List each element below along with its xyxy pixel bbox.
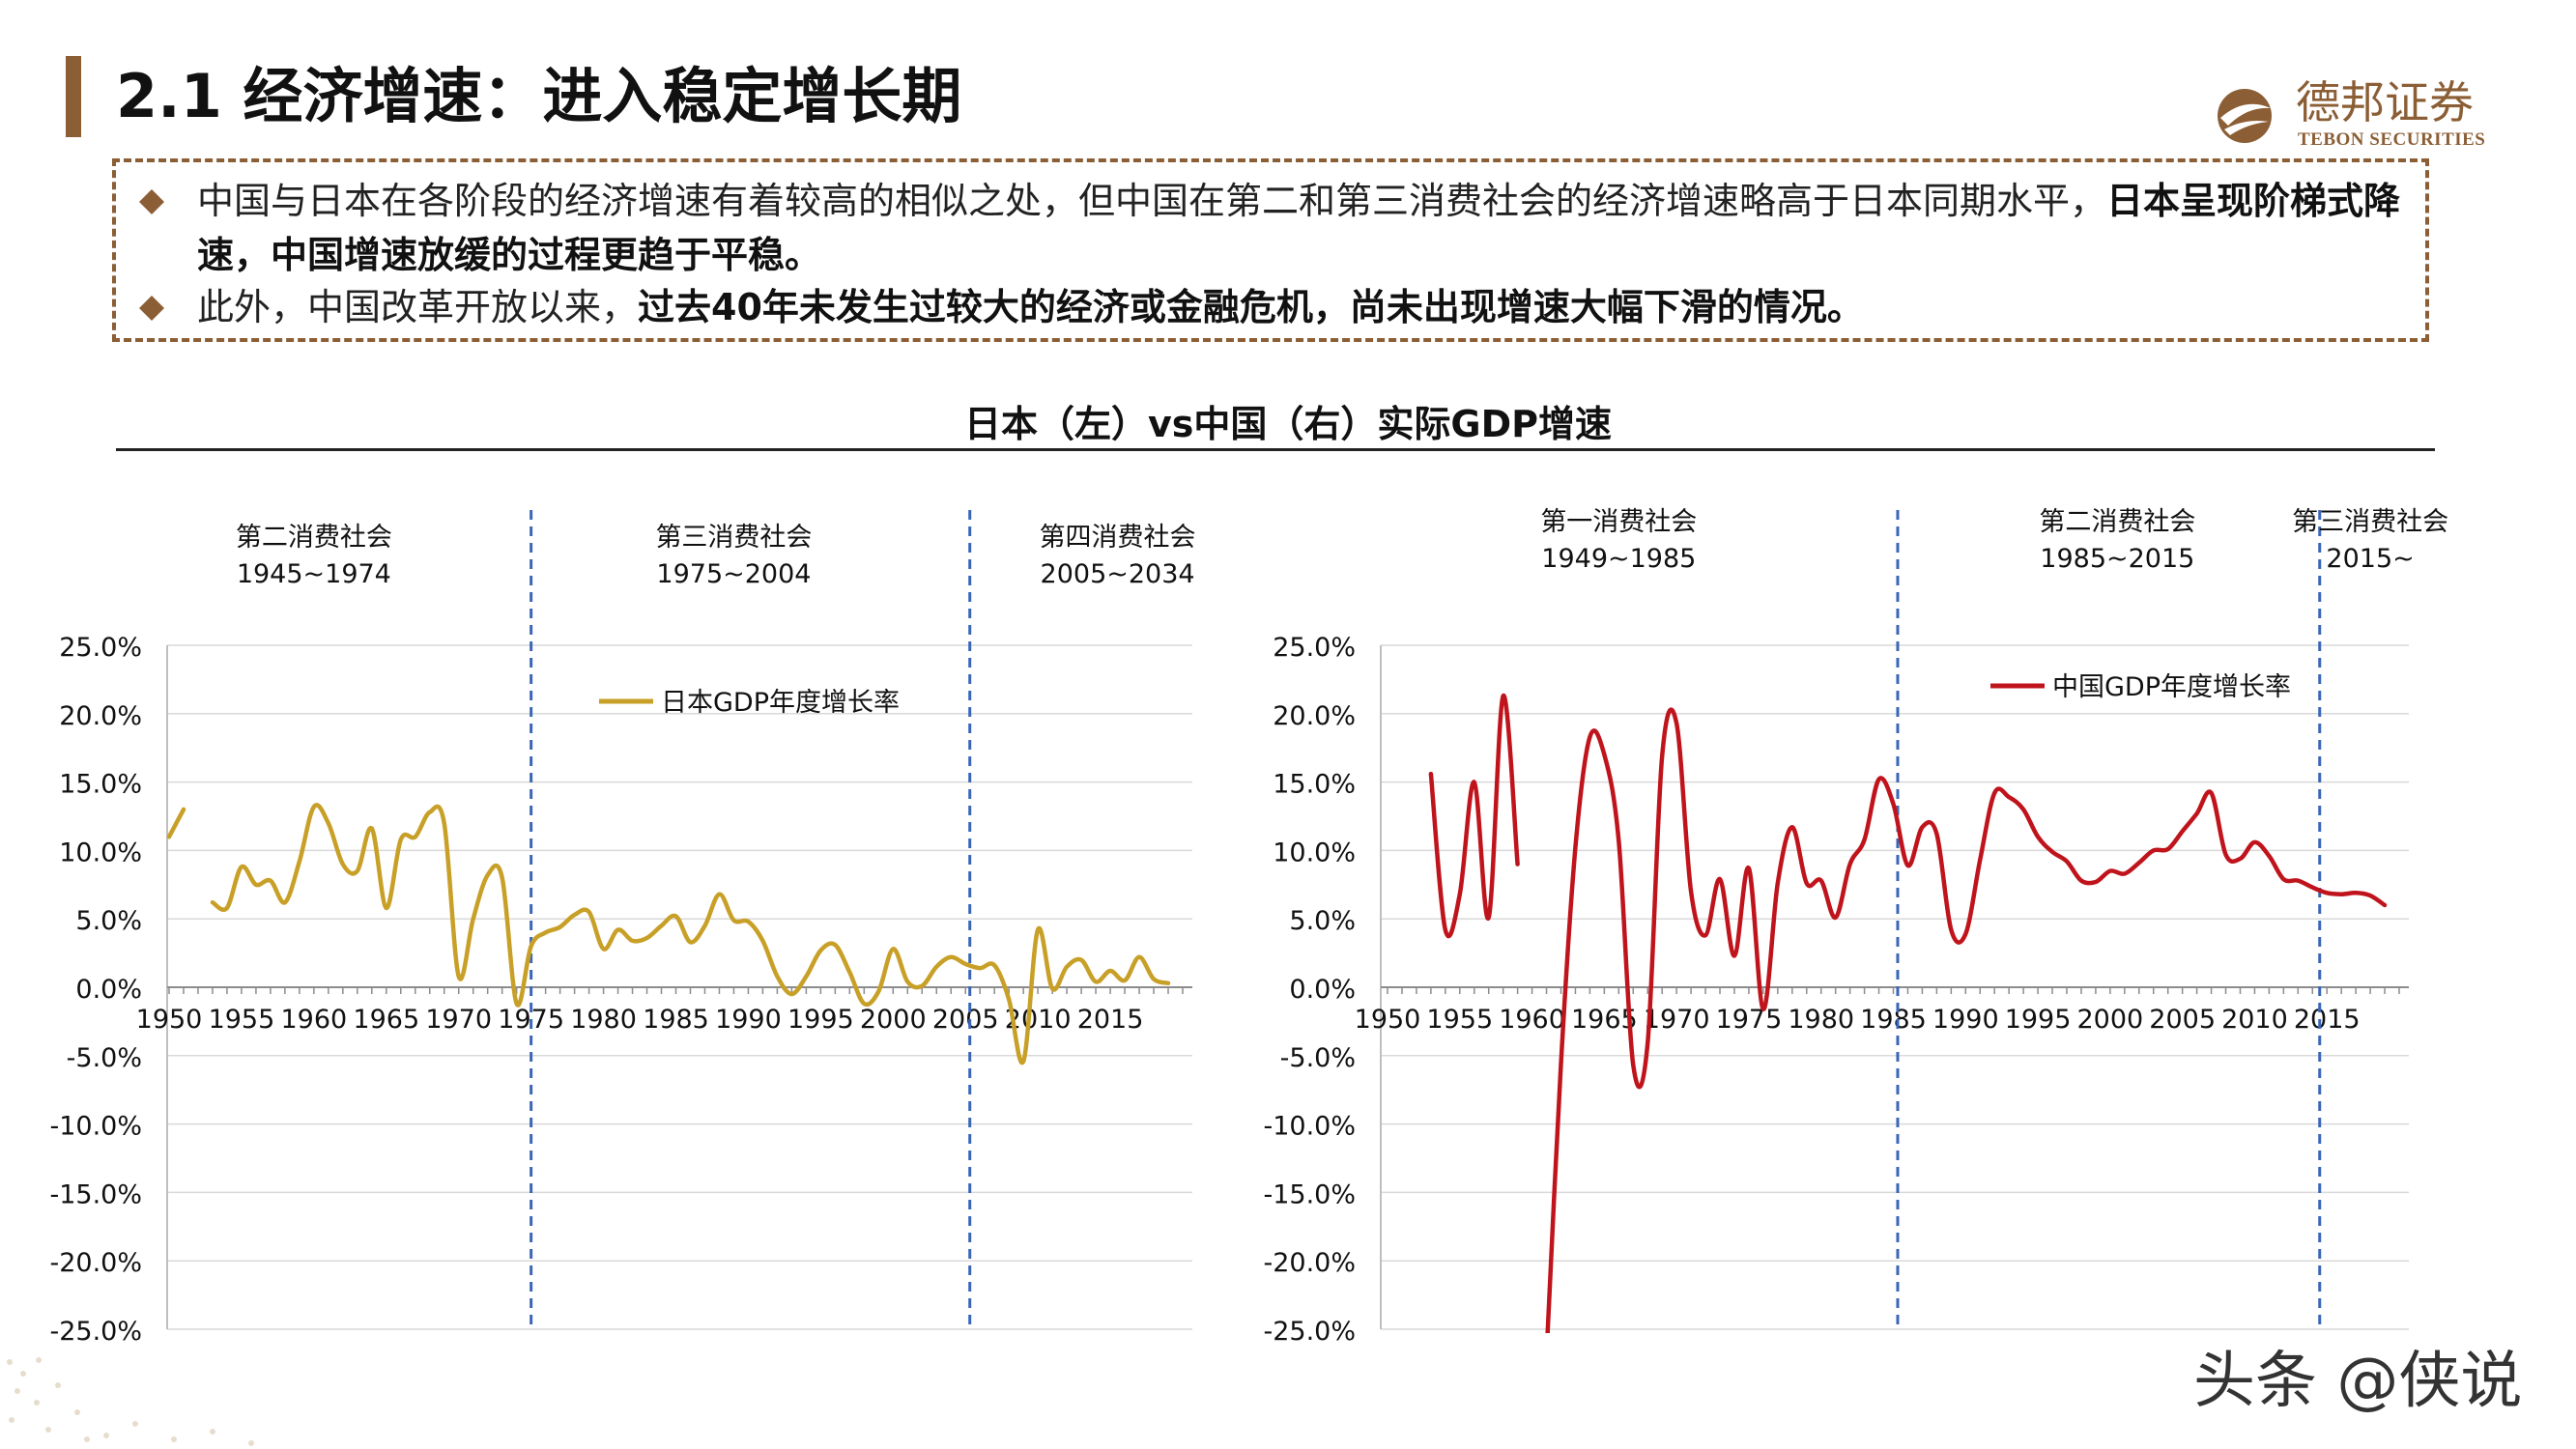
japan-series [167,803,1171,1065]
china-series-line [1545,707,2388,1333]
china-xtick-label: 1960 [1499,1005,1565,1035]
china-phase-years: 2015~ [2326,544,2414,574]
figure-title: 日本（左）vs中国（右）实际GDP增速 [964,403,1612,445]
japan-ytick-label: -25.0% [49,1317,142,1347]
china-gdp-chart: 25.0% 20.0% 15.0% 10.0% 5.0% 0.0% -5.0% -10.0% -… [1263,507,2448,1347]
japan-xtick-label: 2015 [1077,1005,1144,1035]
japan-xtick-label: 2005 [932,1005,999,1035]
china-xtick-label: 1985 [1860,1005,1927,1035]
key-point-1-emphasis: 日本呈现阶梯式降速，中国增速放缓的过程更趋于平稳。 [197,180,2401,276]
japan-ytick-label: 20.0% [59,701,142,731]
japan-ytick-label: -20.0% [49,1248,142,1278]
china-series [1428,694,2388,1333]
china-ytick-label: -5.0% [1280,1043,1356,1073]
figure-title-rule [116,448,2435,451]
china-series-line [1428,694,1520,939]
japan-xtick-label: 1980 [570,1005,637,1035]
japan-phase-name: 第三消费社会 [655,523,812,553]
japan-ytick-label: 15.0% [59,770,142,800]
china-ytick-label: 15.0% [1273,770,1356,800]
page-title: 2.1 经济增速：进入稳定增长期 [116,61,962,131]
china-ytick-label: -25.0% [1263,1317,1356,1347]
watermark-text: 头条 @侠说 [2193,1346,2523,1417]
china-xtick-label: 1990 [1932,1005,1999,1035]
logo-english-name: TEBON SECURITIES [2298,129,2486,150]
japan-xtick-label: 1970 [425,1005,492,1035]
japan-series-line [210,803,1171,1065]
japan-xtick-label: 1985 [643,1005,709,1035]
decorative-map-pattern [7,1357,254,1446]
china-ytick-label: 10.0% [1273,838,1356,867]
japan-phase-name: 第二消费社会 [236,523,392,553]
key-points-box: 中国与日本在各阶段的经济增速有着较高的相似之处，但中国在第二和第三消费社会的经济… [112,158,2429,342]
japan-xtick-label: 1955 [209,1005,275,1035]
diamond-bullet-icon [139,189,164,214]
china-phase-name: 第二消费社会 [2039,507,2195,537]
china-xtick-label: 1955 [1426,1005,1493,1035]
japan-xtick-label: 1990 [715,1005,782,1035]
china-phase-years: 1985~2015 [2040,544,2194,574]
china-xtick-label: 1980 [1788,1005,1854,1035]
japan-ytick-label: 25.0% [59,633,142,663]
china-phase-years: 1949~1985 [1541,544,1696,574]
china-xtick-label: 1965 [1571,1005,1638,1035]
japan-phase-years: 1945~1974 [237,559,391,589]
japan-ytick-label: 0.0% [75,975,142,1005]
tebon-logo: 德邦证券 TEBON SECURITIES [2203,75,2493,153]
china-ytick-label: 20.0% [1273,701,1356,731]
china-ytick-label: 0.0% [1289,975,1356,1005]
key-point-2-text: 此外，中国改革开放以来， [197,286,639,328]
japan-phase-years: 2005~2034 [1041,559,1195,589]
china-ytick-label: -15.0% [1263,1179,1356,1209]
japan-xtick-label: 1965 [353,1005,419,1035]
key-point-2-emphasis: 过去40年未发生过较大的经济或金融危机，尚未出现增速大幅下滑的情况。 [638,286,1864,328]
china-ytick-label: 25.0% [1273,633,1356,663]
china-ytick-label: 5.0% [1289,906,1356,936]
china-phase-name: 第三消费社会 [2292,507,2448,537]
japan-xtick-label: 1995 [787,1005,854,1035]
china-xtick-label: 1970 [1644,1005,1710,1035]
china-ytick-label: -10.0% [1263,1112,1356,1142]
japan-phase-years: 1975~2004 [656,559,811,589]
logo-chinese-name: 德邦证券 [2296,76,2474,128]
japan-gdp-chart: 25.0% 20.0% 15.0% 10.0% 5.0% 0.0% -5.0% -10.0% -… [49,510,1196,1347]
japan-ytick-label: -10.0% [49,1112,142,1142]
japan-ytick-label: 10.0% [59,838,142,867]
title-accent-bar [66,56,81,137]
china-xtick-label: 1975 [1716,1005,1783,1035]
china-xtick-label: 2010 [2221,1005,2288,1035]
japan-legend-label: 日本GDP年度增长率 [661,688,900,718]
china-xtick-label: 2000 [2076,1005,2143,1035]
china-phase-name: 第一消费社会 [1540,507,1697,537]
japan-phase-name: 第四消费社会 [1040,523,1196,553]
japan-xtick-label: 2000 [860,1005,927,1035]
china-legend-label: 中国GDP年度增长率 [2052,672,2291,702]
china-ytick-label: -20.0% [1263,1248,1356,1278]
japan-xtick-label: 1950 [136,1005,203,1035]
diamond-bullet-icon [139,296,164,321]
japan-ytick-label: 5.0% [75,906,142,936]
tebon-logo-icon [2218,89,2272,143]
china-xtick-label: 1950 [1355,1005,1421,1035]
japan-series-line [167,807,186,839]
china-xtick-label: 2005 [2149,1005,2216,1035]
japan-xtick-label: 1960 [280,1005,347,1035]
japan-ytick-label: -15.0% [49,1179,142,1209]
china-xtick-label: 1995 [2005,1005,2072,1035]
key-point-1-text: 中国与日本在各阶段的经济增速有着较高的相似之处，但中国在第二和第三消费社会的经济… [197,180,2107,222]
china-xtick-label: 2015 [2294,1005,2361,1035]
japan-ytick-label: -5.0% [67,1043,142,1073]
